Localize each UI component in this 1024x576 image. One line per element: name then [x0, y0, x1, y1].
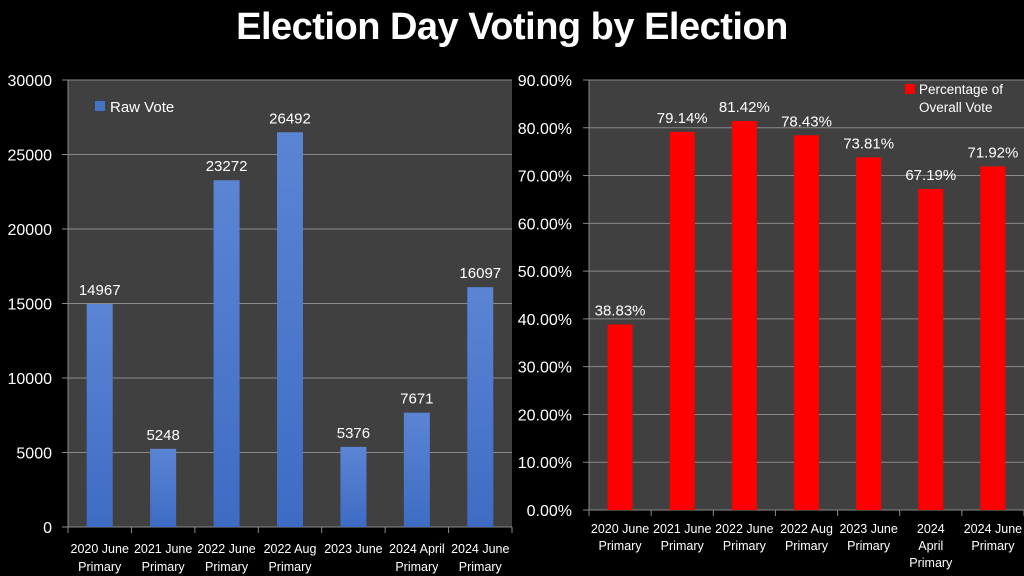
page-title: Election Day Voting by Election: [236, 6, 788, 48]
y-tick-label: 20000: [8, 222, 53, 239]
y-tick-label: 30.00%: [518, 360, 572, 377]
x-category-label: 2023 June: [324, 542, 382, 556]
data-label: 23272: [206, 158, 248, 175]
x-category-label: 2020 June: [71, 542, 129, 556]
data-label: 73.81%: [843, 135, 894, 152]
y-tick-label: 25000: [8, 148, 53, 165]
y-tick-label: 80.00%: [518, 121, 572, 138]
x-category-label: 2022 June: [715, 522, 773, 536]
bar: [669, 131, 695, 511]
bar: [856, 157, 882, 510]
x-category-label: 2021 June: [653, 522, 711, 536]
x-category-label: 2024 June: [451, 542, 509, 556]
data-label: 38.83%: [595, 302, 646, 319]
bar: [607, 324, 633, 510]
x-category-label: Primary: [205, 560, 249, 574]
y-tick-label: 10000: [8, 371, 53, 388]
y-tick-label: 50.00%: [518, 264, 572, 281]
legend-swatch: [905, 84, 915, 94]
percentage-chart: 0.00% 10.00% 20.00% 30.00% 40.00% 50.00% 60.00…: [518, 73, 1024, 570]
y-tick-label: 10.00%: [518, 455, 572, 472]
bar: [980, 166, 1006, 511]
bar: [277, 132, 303, 527]
data-label: 79.14%: [657, 110, 708, 127]
legend-label: Overall Vote: [919, 100, 993, 115]
legend-label: Percentage of: [919, 82, 1003, 97]
bar: [213, 180, 240, 527]
x-category-label: 2024 June: [964, 522, 1022, 536]
y-tick-label: 30000: [8, 73, 53, 90]
x-category-label: Primary: [78, 560, 122, 574]
bar: [403, 412, 430, 527]
x-category-label: Primary: [395, 560, 439, 574]
x-category-label: Primary: [661, 539, 705, 553]
bar: [467, 287, 494, 527]
bar: [731, 120, 757, 510]
x-category-label: 2022 June: [197, 542, 255, 556]
x-category-label: Primary: [599, 539, 643, 553]
data-label: 78.43%: [781, 113, 832, 130]
legend-label: Raw Vote: [110, 99, 174, 116]
data-label: 71.92%: [967, 144, 1018, 161]
x-category-label: 2022 Aug: [264, 542, 317, 556]
data-label: 7671: [400, 391, 433, 408]
y-tick-label: 0: [43, 520, 52, 537]
x-category-label: 2023 June: [839, 522, 897, 536]
x-category-label: Primary: [971, 539, 1015, 553]
x-category-label: 2024: [917, 522, 945, 536]
x-category-label: 2024 April: [389, 542, 445, 556]
data-label: 5248: [146, 427, 179, 444]
x-category-label: Primary: [785, 539, 829, 553]
x-category-label: 2022 Aug: [780, 522, 833, 536]
x-category-label: 2020 June: [591, 522, 649, 536]
data-label: 26492: [269, 110, 311, 127]
data-label: 16097: [459, 265, 501, 282]
raw-vote-chart: 0 5000 10000 15000 20000 25000 30000 14967 2020 …: [8, 73, 513, 574]
y-tick-label: 60.00%: [518, 216, 572, 233]
y-tick-label: 20.00%: [518, 407, 572, 424]
x-category-label: Primary: [847, 539, 891, 553]
y-tick-label: 90.00%: [518, 73, 572, 90]
x-category-label: Primary: [909, 556, 953, 570]
x-category-label: 2021 June: [134, 542, 192, 556]
x-category-label: Primary: [459, 560, 503, 574]
bar: [340, 446, 367, 527]
y-tick-label: 5000: [16, 446, 52, 463]
x-category-label: Primary: [723, 539, 767, 553]
y-tick-label: 15000: [8, 297, 53, 314]
bar: [918, 188, 944, 510]
x-category-label: Primary: [268, 560, 312, 574]
data-label: 81.42%: [719, 99, 770, 116]
data-label: 14967: [79, 282, 121, 299]
y-tick-label: 70.00%: [518, 169, 572, 186]
y-tick-label: 0.00%: [527, 503, 572, 520]
legend-swatch: [95, 101, 105, 111]
y-tick-label: 40.00%: [518, 312, 572, 329]
data-label: 5376: [337, 425, 370, 442]
x-category-label: April: [918, 539, 943, 553]
bar: [150, 448, 177, 527]
bar: [794, 135, 819, 511]
x-category-label: Primary: [142, 560, 186, 574]
bar: [86, 303, 113, 527]
data-label: 67.19%: [905, 167, 956, 184]
